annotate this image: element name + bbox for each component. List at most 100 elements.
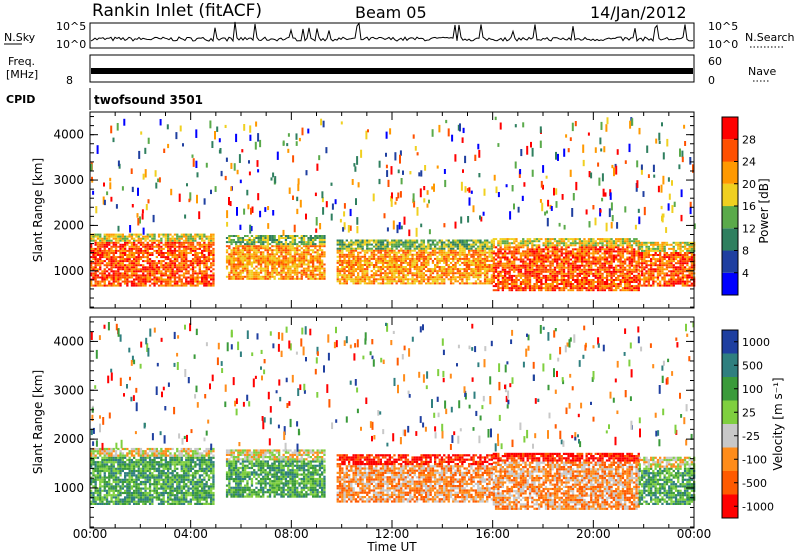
echo-cell — [293, 261, 297, 264]
echo-cell — [585, 289, 588, 292]
echo-cell — [499, 240, 502, 243]
echo-cell — [668, 264, 671, 267]
echo-cell — [273, 259, 276, 262]
echo-cell — [585, 258, 588, 261]
echo-cell — [228, 247, 231, 250]
echo-cell — [176, 233, 179, 236]
echo-cell — [212, 254, 215, 256]
echo-cell — [549, 268, 552, 271]
echo-cell — [486, 268, 489, 271]
echo-cell — [599, 287, 602, 290]
echo-cell — [402, 282, 405, 285]
echo-cell — [207, 258, 211, 261]
echo-cell — [305, 271, 308, 274]
echo-cell — [173, 249, 177, 252]
echo-cell — [452, 264, 455, 266]
echo-cell — [316, 255, 319, 258]
echo-cell — [173, 284, 177, 287]
echo-cell — [420, 251, 423, 254]
echo-cell — [542, 266, 545, 269]
echo-cell — [679, 282, 682, 285]
echo-cell — [119, 247, 122, 250]
echo-cell — [605, 270, 609, 273]
echo-cell — [90, 247, 93, 250]
echo-cell — [384, 270, 387, 273]
echo-cell — [167, 254, 170, 256]
echo-cell — [196, 282, 199, 285]
echo-cell — [497, 279, 500, 281]
echo-cell — [542, 276, 545, 279]
echo-cell — [386, 249, 389, 252]
echo-cell — [275, 245, 278, 248]
echo-cell — [101, 274, 104, 277]
echo-cell — [492, 264, 495, 267]
echo-cell — [266, 235, 269, 237]
echo-cell — [463, 241, 466, 244]
echo-cell — [547, 242, 550, 245]
echo-cell — [654, 241, 657, 244]
echo-cell — [246, 259, 249, 262]
echo-cell — [517, 270, 520, 273]
echo-cell — [513, 266, 516, 269]
echo-cell — [677, 266, 680, 269]
echo-cell — [571, 244, 575, 247]
echo-cell — [103, 264, 106, 267]
echo-cell — [191, 282, 195, 285]
echo-cell — [402, 259, 405, 262]
echo-cell — [114, 249, 118, 252]
echo-cell — [314, 275, 317, 278]
echo-cell — [661, 270, 664, 273]
echo-cell — [490, 241, 493, 244]
echo-cell — [468, 261, 471, 264]
echo-cell — [126, 266, 129, 269]
echo-cell — [524, 254, 527, 257]
echo-cell — [470, 274, 473, 277]
echo-cell — [605, 262, 609, 265]
echo-cell — [114, 247, 118, 250]
echo-cell — [90, 268, 93, 271]
echo-cell — [287, 273, 290, 276]
echo-cell — [241, 251, 245, 254]
echo-cell — [92, 258, 95, 261]
echo-cell — [160, 247, 163, 250]
echo-cell — [135, 282, 138, 285]
echo-cell — [103, 256, 106, 259]
echo-cell — [388, 270, 391, 273]
echo-cell — [440, 251, 444, 254]
echo-cell — [599, 248, 602, 251]
echo-cell — [338, 259, 342, 262]
echo-cell — [391, 249, 394, 252]
echo-cell — [119, 258, 122, 261]
echo-cell — [130, 245, 134, 248]
echo-cell — [128, 239, 131, 242]
echo-cell — [164, 245, 167, 248]
echo-cell — [411, 266, 414, 268]
echo-cell — [169, 258, 172, 261]
echo-cell — [318, 273, 322, 276]
echo-cell — [465, 255, 468, 258]
echo-cell — [477, 239, 480, 242]
echo-cell — [624, 281, 627, 283]
echo-cell — [587, 270, 591, 273]
echo-cell — [677, 274, 680, 277]
echo-cell — [635, 279, 638, 281]
echo-cell — [124, 252, 127, 254]
echo-cell — [375, 261, 378, 264]
echo-cell — [681, 274, 684, 277]
echo-cell — [477, 270, 480, 273]
echo-cell — [176, 272, 179, 275]
echo-cell — [151, 272, 154, 275]
echo-cell — [142, 264, 145, 267]
echo-cell — [366, 243, 369, 246]
echo-cell — [663, 280, 666, 283]
echo-cell — [348, 245, 351, 248]
echo-cell — [133, 245, 136, 248]
echo-cell — [404, 274, 407, 277]
echo-cell — [422, 241, 425, 244]
echo-cell — [377, 274, 380, 277]
echo-cell — [581, 276, 584, 279]
echo-cell — [124, 249, 127, 252]
echo-cell — [162, 254, 165, 256]
echo-cell — [99, 247, 102, 250]
echo-cell — [287, 263, 290, 266]
